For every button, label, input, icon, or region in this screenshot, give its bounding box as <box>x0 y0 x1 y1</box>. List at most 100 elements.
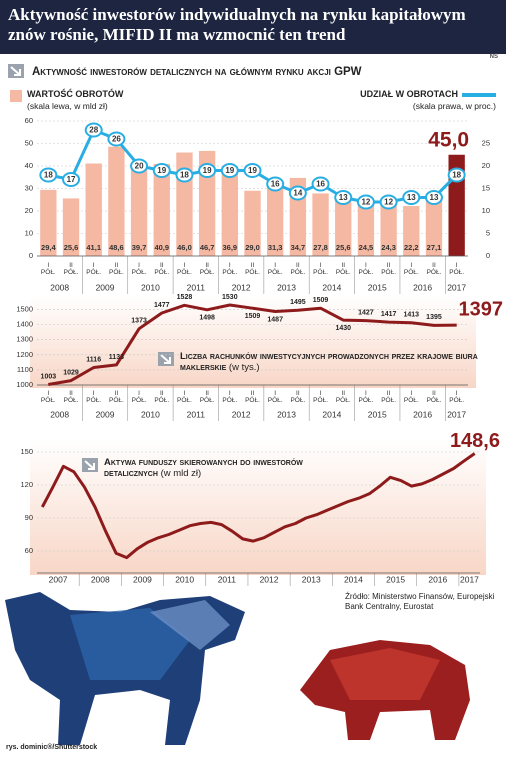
x-tick-label: 2013 <box>302 574 321 584</box>
x-tick-label: I PÓŁ. <box>313 262 328 276</box>
x-tick-label: I PÓŁ. <box>358 390 374 404</box>
data-label: 36,9 <box>223 243 238 252</box>
data-label: 1498 <box>199 315 215 322</box>
data-label: 14 <box>293 189 302 198</box>
line-marker <box>107 131 126 147</box>
arrow-icon <box>82 458 98 472</box>
data-label: 1413 <box>404 312 420 319</box>
bar <box>425 195 443 256</box>
x-tick-label: 2017 <box>460 574 479 584</box>
data-label: 18 <box>180 171 189 180</box>
x-tick-label: 2011 <box>218 574 237 584</box>
x-tick-label: I PÓŁ. <box>40 390 56 404</box>
bar <box>335 198 352 256</box>
data-label: 19 <box>203 166 212 175</box>
x-tick-label: II PÓŁ. <box>63 262 79 276</box>
x-group-label: 2014 <box>322 409 341 419</box>
x-group-label: 2010 <box>141 409 160 419</box>
bar <box>221 172 238 256</box>
chart-title: Aktywność inwestorów detalicznych na głó… <box>32 66 362 78</box>
bar <box>403 206 420 256</box>
x-tick-label: II PÓŁ. <box>108 390 124 404</box>
data-label: 34,7 <box>291 243 306 252</box>
data-label: 19 <box>248 166 257 175</box>
x-tick-label: II PÓŁ. <box>335 390 351 404</box>
legend-swatch <box>10 90 22 102</box>
x-tick-label: II PÓŁ. <box>154 390 170 404</box>
y-tick-label: 20 <box>25 206 33 215</box>
bar <box>40 189 57 256</box>
y-tick-label: 30 <box>25 183 33 192</box>
x-tick-label: 2009 <box>133 574 152 584</box>
x-tick-label: II PÓŁ. <box>199 390 215 404</box>
line-marker <box>424 190 443 205</box>
line-marker <box>266 176 285 192</box>
x-tick-label: 2014 <box>344 574 363 584</box>
bull-illustration <box>5 592 245 745</box>
x-tick-label: I PÓŁ. <box>131 390 147 404</box>
x-tick-label: 2015 <box>386 574 405 584</box>
x-tick-label: II PÓŁ. <box>381 262 396 276</box>
data-label: 25,6 <box>336 243 351 252</box>
data-label: 1116 <box>86 356 101 363</box>
data-label-highlight: 45,0 <box>428 128 469 151</box>
x-tick-label: I PÓŁ. <box>40 262 56 276</box>
x-tick-label: II PÓŁ. <box>154 262 170 276</box>
legend-note: (skala prawa, w proc.) <box>412 101 496 111</box>
data-label: 40,9 <box>154 243 169 252</box>
data-label: 1395 <box>426 314 442 321</box>
x-tick-label: II PÓŁ. <box>245 390 260 404</box>
bar <box>244 190 261 256</box>
x-group-label: 2015 <box>368 282 387 292</box>
x-tick-label: I PÓŁ. <box>403 262 419 276</box>
x-group-label: 2012 <box>232 282 251 292</box>
data-label: 1427 <box>358 309 374 316</box>
line-marker <box>152 163 171 178</box>
y-tick-label: 50 <box>25 138 33 147</box>
y-tick-label: 150 <box>20 447 33 456</box>
data-label: 1530 <box>222 294 238 301</box>
line-marker <box>62 172 81 187</box>
x-tick-label: I PÓŁ. <box>177 262 192 276</box>
data-label: 27,8 <box>313 243 328 252</box>
x-tick-label: I PÓŁ. <box>267 390 283 404</box>
data-label: 12 <box>361 198 370 207</box>
y2-tick-label: 0 <box>486 251 490 260</box>
x-group-label: 2013 <box>277 409 296 419</box>
source: Źródło: Ministerstwo Finansów, Europejsk… <box>345 592 495 611</box>
x-group-label: 2009 <box>96 282 115 292</box>
x-tick-label: I PÓŁ. <box>86 390 102 404</box>
x-group-label: 2008 <box>50 282 69 292</box>
data-label: 1430 <box>335 325 351 332</box>
data-label: 46,7 <box>200 243 215 252</box>
x-group-label: 2013 <box>277 282 296 292</box>
bar <box>153 163 170 256</box>
line-marker <box>447 167 466 183</box>
y-tick-label: 1300 <box>16 335 33 344</box>
x-tick-label: II PÓŁ. <box>426 262 442 276</box>
x-tick-label: II PÓŁ. <box>290 262 306 276</box>
panel-assets <box>30 440 486 575</box>
bar <box>380 201 397 256</box>
x-tick-label: I PÓŁ. <box>131 262 147 276</box>
data-label: 20 <box>135 162 144 171</box>
credit: rys. dominic®/Shutterstock <box>6 744 98 751</box>
y-tick-label: 60 <box>25 546 33 555</box>
y-tick-label: 10 <box>25 228 33 237</box>
bar <box>312 193 329 256</box>
data-label: 13 <box>339 193 348 202</box>
x-group-label: 2011 <box>187 282 206 292</box>
data-label: 24,5 <box>359 243 374 252</box>
data-label: 18 <box>44 171 53 180</box>
y2-tick-label: 10 <box>482 206 490 215</box>
legend-note: (skala lewa, w mld zł) <box>27 101 108 111</box>
data-label: 1509 <box>313 297 329 304</box>
chart-subtitle: (w mld zł) <box>160 468 202 479</box>
y2-tick-label: 20 <box>482 161 490 170</box>
line-marker <box>334 190 353 205</box>
bar <box>357 200 375 256</box>
legend-label: WARTOŚĆ OBROTÓW <box>27 89 124 99</box>
x-tick-label: II PÓŁ. <box>381 390 396 404</box>
